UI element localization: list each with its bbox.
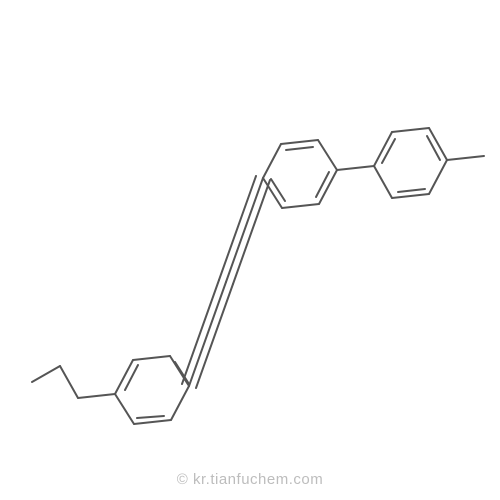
molecule-svg [0, 0, 500, 500]
chemical-structure-panel: © kr.tianfuchem.com [0, 0, 500, 500]
watermark-text: © kr.tianfuchem.com [177, 471, 323, 488]
bonds [32, 128, 484, 424]
